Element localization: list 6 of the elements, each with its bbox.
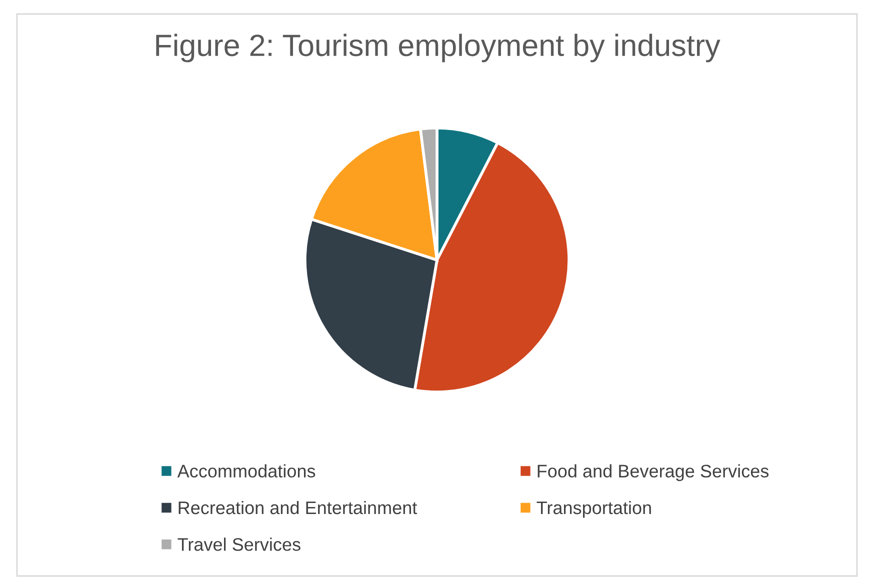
- chart-title: Figure 2: Tourism employment by industry: [156, 34, 720, 62]
- legend-label: Food and Beverage Services: [538, 464, 769, 482]
- legend-label: Travel Services: [178, 538, 300, 551]
- legend-label: Transportation: [536, 500, 651, 518]
- legend-label: Accommodations: [177, 464, 316, 478]
- legend-label: Recreation and Entertainment: [178, 500, 418, 514]
